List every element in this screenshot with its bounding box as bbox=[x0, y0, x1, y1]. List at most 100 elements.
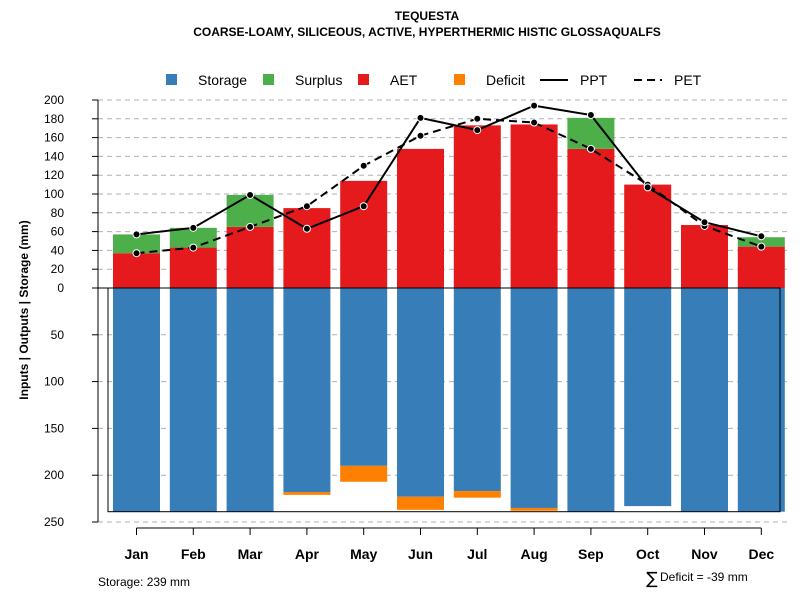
storage-bar bbox=[226, 288, 274, 512]
y-tick-label: 180 bbox=[44, 112, 64, 126]
x-tick-label: Nov bbox=[691, 546, 718, 562]
legend-label: Deficit bbox=[486, 72, 525, 88]
surplus-bar bbox=[737, 237, 785, 247]
y-tick-label: 150 bbox=[44, 421, 64, 435]
storage-bar bbox=[169, 288, 217, 512]
x-tick-label: Sep bbox=[578, 546, 604, 562]
y-axis-title: Inputs | Outputs | Storage (mm) bbox=[17, 220, 31, 399]
storage-bar bbox=[681, 288, 728, 512]
storage-note: Storage: 239 mm bbox=[98, 575, 190, 589]
deficit-note: Deficit = -39 mm bbox=[660, 570, 748, 584]
ppt-point bbox=[700, 218, 709, 227]
aet-bar bbox=[340, 180, 388, 288]
legend: Storage Surplus AET Deficit PPT PET bbox=[166, 72, 702, 88]
x-tick-label: Jan bbox=[124, 546, 148, 562]
aet-bar bbox=[453, 125, 501, 288]
legend-swatch bbox=[454, 74, 465, 85]
ppt-point bbox=[246, 190, 255, 199]
chart-title: TEQUESTA bbox=[395, 9, 460, 23]
ppt-point bbox=[530, 101, 539, 110]
x-tick-label: Jun bbox=[408, 546, 433, 562]
legend-swatch bbox=[358, 74, 369, 85]
x-tick-label: Feb bbox=[181, 546, 206, 562]
x-tick-label: Oct bbox=[636, 546, 660, 562]
y-axis: 0 20 40 60 80 100 120 140 160 180 200 50 100 150 200 25… bbox=[44, 93, 99, 529]
ppt-point bbox=[473, 126, 482, 135]
y-tick-label: 40 bbox=[51, 243, 65, 257]
pet-point bbox=[302, 202, 311, 211]
y-tick-label: 140 bbox=[44, 149, 64, 163]
surplus-bar bbox=[113, 234, 160, 254]
legend-label: PPT bbox=[580, 72, 608, 88]
y-tick-label: 200 bbox=[44, 468, 64, 482]
deficit-bar bbox=[510, 507, 558, 511]
y-tick-label: 100 bbox=[44, 187, 64, 201]
ppt-point bbox=[416, 113, 425, 122]
aet-bar bbox=[226, 226, 274, 288]
pet-point bbox=[132, 249, 141, 258]
pet-point bbox=[189, 243, 198, 252]
pet-point bbox=[530, 118, 539, 127]
ppt-point bbox=[189, 223, 198, 232]
x-tick-label: Dec bbox=[748, 546, 774, 562]
legend-label: Surplus bbox=[295, 72, 342, 88]
storage-bar bbox=[113, 288, 160, 512]
x-tick-label: Mar bbox=[238, 546, 263, 562]
y-tick-label: 80 bbox=[51, 206, 65, 220]
ppt-point bbox=[757, 232, 766, 241]
storage-bar bbox=[340, 288, 388, 466]
pet-point bbox=[473, 114, 482, 123]
surplus-bar bbox=[226, 194, 274, 227]
y-tick-label: 200 bbox=[44, 93, 64, 107]
pet-point bbox=[586, 144, 595, 153]
ppt-line bbox=[136, 104, 762, 238]
x-tick-label: May bbox=[350, 546, 377, 562]
aet-bar bbox=[397, 148, 444, 288]
deficit-bar bbox=[453, 491, 501, 498]
pet-point bbox=[359, 161, 368, 170]
storage-bar bbox=[453, 288, 501, 492]
ppt-point bbox=[132, 230, 141, 239]
aet-bar bbox=[169, 247, 217, 288]
y-tick-label: 20 bbox=[51, 262, 65, 276]
legend-label: Storage bbox=[198, 72, 247, 88]
legend-swatch bbox=[263, 74, 274, 85]
pet-line bbox=[136, 117, 762, 255]
pet-point bbox=[246, 222, 255, 231]
storage-bar bbox=[737, 288, 785, 512]
storage-bar bbox=[397, 288, 444, 497]
y-tick-label: 60 bbox=[51, 225, 65, 239]
x-tick-label: Aug bbox=[520, 546, 547, 562]
ppt-point bbox=[302, 224, 311, 233]
storage-bar bbox=[567, 288, 615, 512]
ppt-point bbox=[643, 183, 652, 192]
storage-bar bbox=[510, 288, 558, 508]
legend-swatch bbox=[166, 74, 177, 85]
aet-bar bbox=[737, 246, 785, 288]
aet-bar bbox=[510, 124, 558, 288]
aet-bar bbox=[624, 184, 672, 288]
lines bbox=[132, 101, 766, 258]
x-axis: Jan Feb Mar Apr May Jun Jul Aug Sep Oct Nov Dec bbox=[124, 527, 774, 562]
deficit-sum-symbol: ∑ bbox=[646, 569, 658, 589]
ppt-point bbox=[586, 111, 595, 120]
aet-bar bbox=[567, 148, 615, 288]
x-tick-label: Apr bbox=[295, 546, 320, 562]
chart-subtitle: COARSE-LOAMY, SILICEOUS, ACTIVE, HYPERTH… bbox=[193, 25, 661, 39]
y-tick-label: 250 bbox=[44, 515, 64, 529]
bars bbox=[98, 117, 785, 513]
x-tick-label: Jul bbox=[467, 546, 487, 562]
y-tick-label: 120 bbox=[44, 168, 64, 182]
deficit-bar bbox=[397, 496, 444, 510]
y-tick-label: 50 bbox=[51, 328, 65, 342]
storage-bar bbox=[624, 288, 672, 507]
pet-point bbox=[416, 131, 425, 140]
legend-label: PET bbox=[674, 72, 702, 88]
y-tick-label: 100 bbox=[44, 375, 64, 389]
y-tick-label: 160 bbox=[44, 131, 64, 145]
pet-point bbox=[757, 242, 766, 251]
deficit-bar bbox=[340, 465, 388, 482]
legend-label: AET bbox=[390, 72, 418, 88]
deficit-bar bbox=[283, 492, 331, 495]
